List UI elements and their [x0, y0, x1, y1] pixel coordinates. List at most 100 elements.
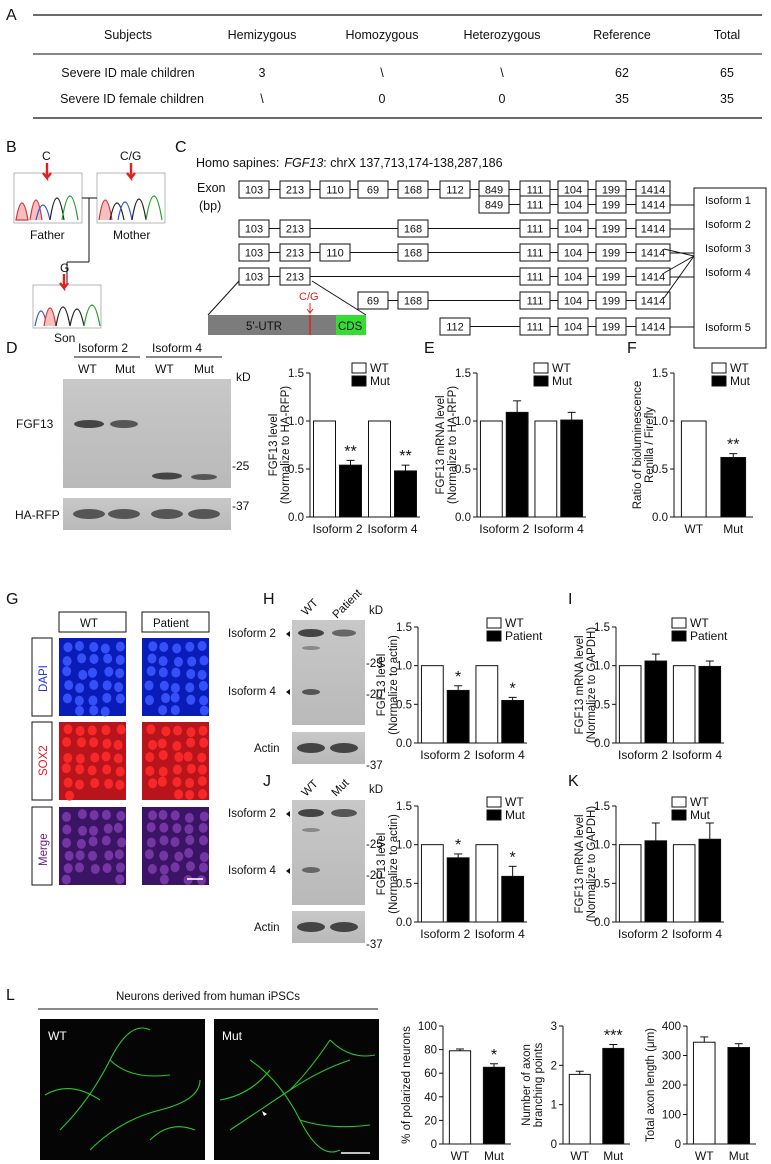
exon-label: 104	[564, 272, 582, 284]
exon-box	[519, 195, 551, 214]
exon-label: 104	[564, 224, 582, 236]
y-tick-label: 1.0	[396, 840, 412, 852]
blot-d-wt2: WT	[155, 362, 174, 376]
y-axis-label: FGF13 level	[376, 654, 388, 717]
nucleus	[75, 850, 85, 861]
exon-box	[595, 195, 627, 214]
nucleus	[186, 763, 196, 774]
nucleus	[187, 656, 197, 667]
nucleus	[158, 705, 168, 716]
legend-label: Mut	[552, 374, 573, 388]
nucleus	[145, 695, 155, 706]
nucleus	[62, 811, 72, 822]
exon-label: 1414	[641, 248, 665, 260]
y-axis-label-2: branching points	[533, 1043, 545, 1128]
y-tick-label: 0.5	[396, 878, 412, 890]
nucleus	[89, 679, 99, 690]
nucleus	[63, 642, 73, 653]
nucleus	[116, 724, 126, 735]
panel-j-blot: WT Mut kD Isoform 2 Isoform 4 Actin -25 …	[228, 777, 383, 951]
exon-box	[397, 180, 429, 199]
bar-chart-h: 0.0 0.5 1.0 1.5 FGF13 level (Normalize to act…	[376, 616, 543, 762]
exon-label: 1414	[641, 200, 665, 212]
nucleus	[158, 809, 168, 820]
legend-label: Mut	[370, 374, 391, 388]
exon-label: 104	[564, 185, 582, 197]
significance-mark: **	[344, 443, 356, 460]
nucleus	[100, 643, 110, 654]
nucleus	[170, 692, 180, 703]
table-header: Reference	[593, 28, 651, 42]
isoform-name: Isoform 3	[705, 243, 751, 255]
exon-box	[595, 267, 627, 286]
exon-label: 1414	[641, 272, 665, 284]
y-axis-label: Total axon length (μm)	[645, 1028, 657, 1142]
y-tick-label: 0.0	[652, 512, 668, 524]
y-tick-label: 1.5	[594, 622, 610, 634]
y-axis-label-2: Renilla / Firefly	[644, 407, 656, 483]
nucleus	[65, 790, 75, 801]
panel-label-e: E	[424, 340, 435, 357]
nucleus	[184, 848, 194, 859]
nucleus	[146, 837, 156, 848]
label-father: Father	[30, 228, 65, 242]
exon-label: 112	[446, 322, 464, 334]
nucleus	[185, 641, 195, 652]
isoform-name: Isoform 4	[705, 267, 751, 279]
y-tick-label: 200	[662, 1080, 681, 1092]
blot-h-m20: -20	[366, 689, 383, 701]
nucleus	[115, 766, 125, 777]
nucleus	[102, 764, 112, 775]
exon-label: 103	[245, 248, 263, 260]
nucleus	[159, 864, 169, 875]
blot-j-mut: Mut	[330, 777, 353, 800]
nucleus	[199, 705, 209, 716]
y-tick-label: 0.0	[594, 917, 610, 929]
if-row-merge: Merge	[38, 833, 50, 866]
nucleus	[101, 809, 111, 820]
nucleus	[89, 825, 99, 836]
panel-g-if: WT Patient DAPI SOX2 Merge	[31, 611, 210, 886]
panel-label-j: J	[263, 773, 271, 790]
nucleus	[115, 862, 125, 873]
legend-label: WT	[690, 795, 709, 809]
nucleus	[76, 737, 86, 748]
nucleus	[63, 752, 73, 763]
nucleus	[90, 863, 100, 874]
nucleus	[148, 810, 158, 821]
exon-label: 213	[286, 248, 304, 260]
blot-h-patient: Patient	[331, 587, 365, 621]
y-tick-label: 0.0	[396, 917, 412, 929]
blot-d-iso4: Isoform 4	[152, 341, 202, 355]
chromatogram-father	[13, 172, 83, 224]
table-cell: 35	[615, 92, 629, 106]
bar-chart-k: 0.0 0.5 1.0 1.5 FGF13 mRNA level (Normalize t…	[574, 795, 724, 941]
y-axis-label: FGF13 level	[376, 833, 388, 896]
exon-label: 110	[326, 248, 344, 260]
exon-label: 199	[602, 296, 620, 308]
y-tick-label: 1.5	[288, 368, 304, 380]
table-cell: 0	[499, 92, 506, 106]
nucleus	[197, 764, 207, 775]
y-tick-label: 1.5	[396, 801, 412, 813]
if-col-wt: WT	[80, 618, 98, 630]
nucleus	[103, 823, 113, 834]
nucleus	[185, 835, 195, 846]
y-tick-label: 1.0	[594, 840, 610, 852]
nucleus	[115, 779, 125, 790]
bar	[568, 1073, 591, 1145]
panel-b-pedigree: C C/G G Father Mother Son	[13, 149, 166, 345]
y-tick-label: 0.5	[288, 464, 304, 476]
legend-label: WT	[690, 616, 709, 630]
significance-mark: *	[510, 849, 516, 866]
x-category-label: Isoform 2	[618, 927, 668, 941]
bar	[475, 665, 499, 744]
bar	[479, 420, 503, 518]
nucleus	[171, 667, 181, 678]
nucleus	[102, 738, 112, 749]
bar-chart-f: 0.0 0.5 1.0 1.5 Ratio of bioluminescence Reni…	[632, 361, 753, 536]
exon-label: 112	[446, 185, 464, 197]
nucleus	[197, 669, 207, 680]
nucleus	[62, 824, 72, 835]
nucleus	[158, 656, 168, 667]
